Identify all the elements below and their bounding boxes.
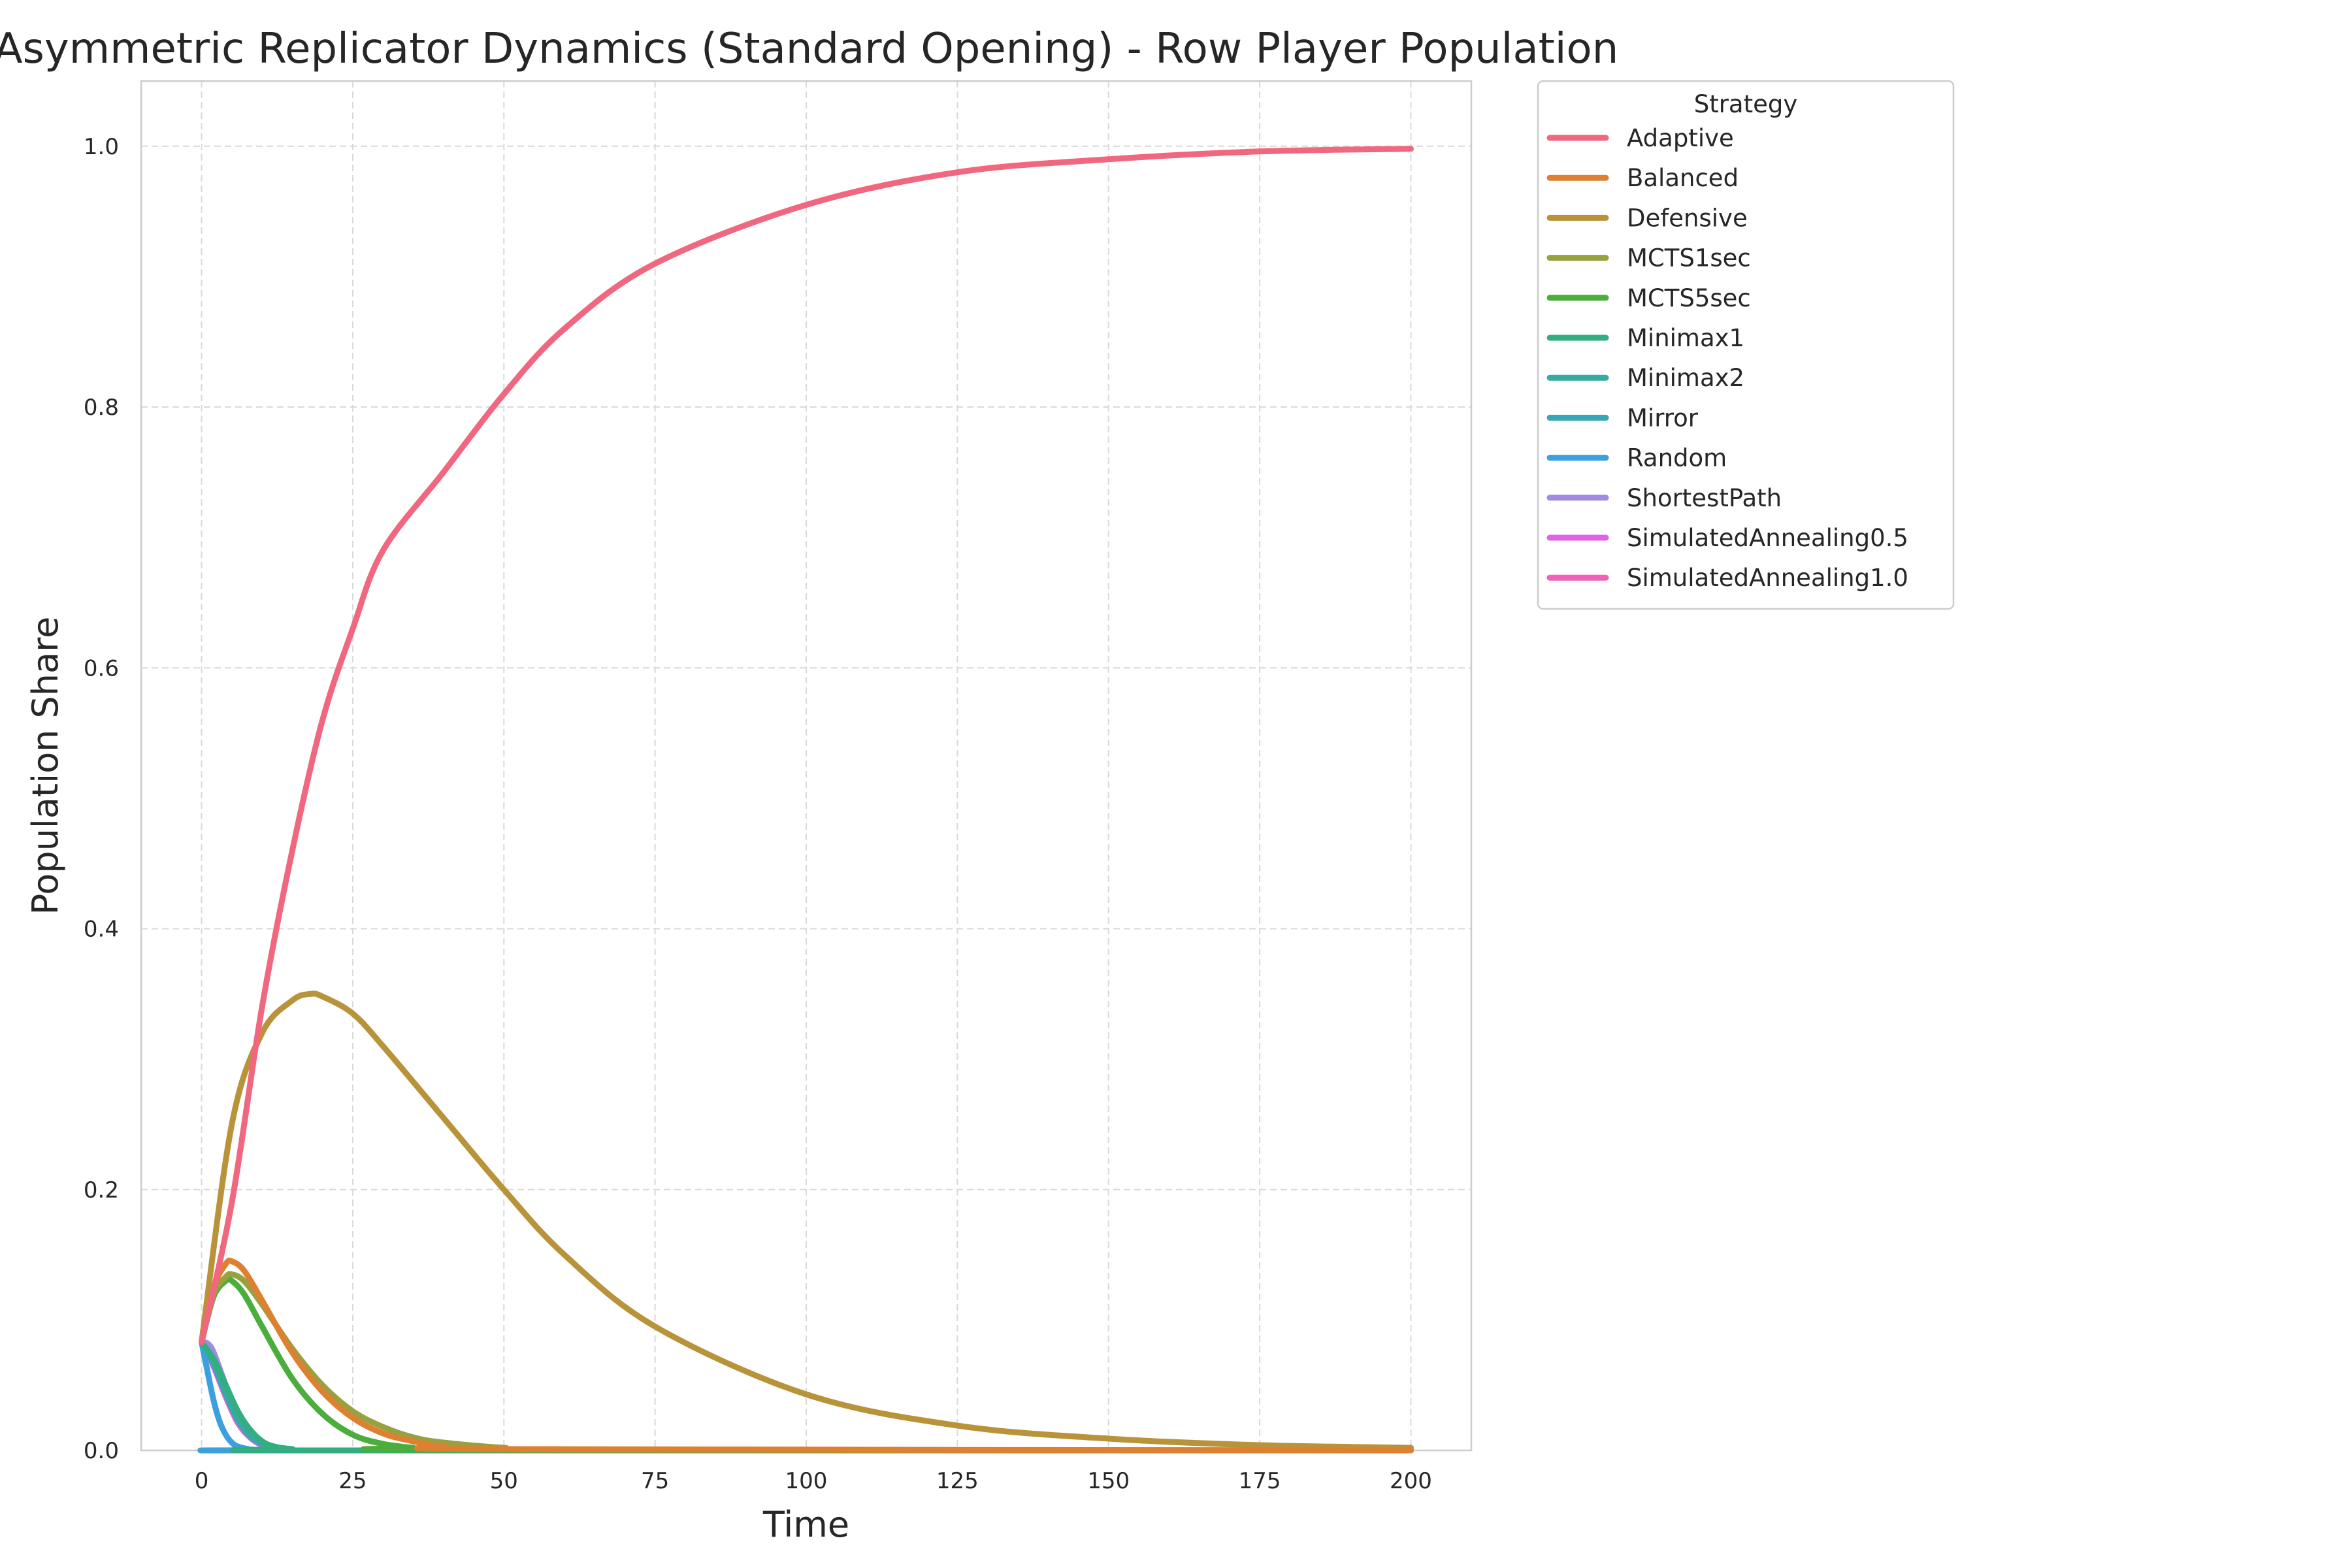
legend-items: Adaptive Balanced Defensive MCTS1sec MCTS5se… [1546, 124, 1908, 592]
y-tick-label: 0.4 [84, 917, 119, 943]
y-tick-label: 0.0 [84, 1438, 119, 1464]
legend-entry: Random [1627, 444, 1727, 472]
series-lines [197, 146, 1414, 1454]
series-line-adaptive [199, 146, 1414, 1345]
legend-entry: Minimax1 [1627, 324, 1744, 352]
series-line-defensive [199, 990, 1414, 1451]
x-tick-label: 200 [1390, 1468, 1432, 1494]
y-tick-label: 0.6 [84, 655, 119, 681]
x-tick-label: 25 [338, 1468, 367, 1494]
legend-entry: SimulatedAnnealing1.0 [1627, 564, 1908, 592]
legend-entry: Mirror [1627, 404, 1699, 432]
legend-entry: MCTS1sec [1627, 244, 1751, 272]
y-axis-label: Population Share [25, 617, 66, 915]
legend-entry: ShortestPath [1627, 484, 1782, 512]
y-tick-label: 0.2 [84, 1177, 119, 1203]
grid [141, 81, 1471, 1451]
series-line-balanced [199, 1257, 1414, 1454]
y-tick-labels: 0.0 0.2 0.4 0.6 0.8 1.0 [84, 134, 119, 1464]
y-tick-label: 1.0 [84, 134, 119, 160]
x-tick-label: 125 [936, 1468, 979, 1494]
legend-box [1537, 80, 1955, 610]
x-tick-label: 75 [641, 1468, 669, 1494]
legend-entry: MCTS5sec [1627, 284, 1751, 312]
legend-title: Strategy [1694, 90, 1798, 118]
x-tick-label: 175 [1239, 1468, 1281, 1494]
chart-title: Asymmetric Replicator Dynamics (Standard… [0, 25, 1618, 73]
x-axis-label: Time [762, 1504, 849, 1545]
x-tick-label: 100 [785, 1468, 828, 1494]
x-tick-label: 150 [1087, 1468, 1130, 1494]
y-tick-label: 0.8 [84, 395, 119, 421]
legend: Strategy Adaptive Balanced Defensive MCTS1s… [1537, 80, 1955, 610]
x-tick-label: 0 [195, 1468, 209, 1494]
legend-entry: Minimax2 [1627, 364, 1744, 392]
legend-entry: Adaptive [1627, 124, 1734, 152]
legend-entry: Defensive [1627, 204, 1748, 232]
legend-entry: SimulatedAnnealing0.5 [1627, 524, 1908, 552]
x-tick-labels: 0 25 50 75 100 125 150 175 200 [195, 1468, 1432, 1494]
x-tick-label: 50 [490, 1468, 518, 1494]
legend-entry: Balanced [1627, 164, 1739, 192]
